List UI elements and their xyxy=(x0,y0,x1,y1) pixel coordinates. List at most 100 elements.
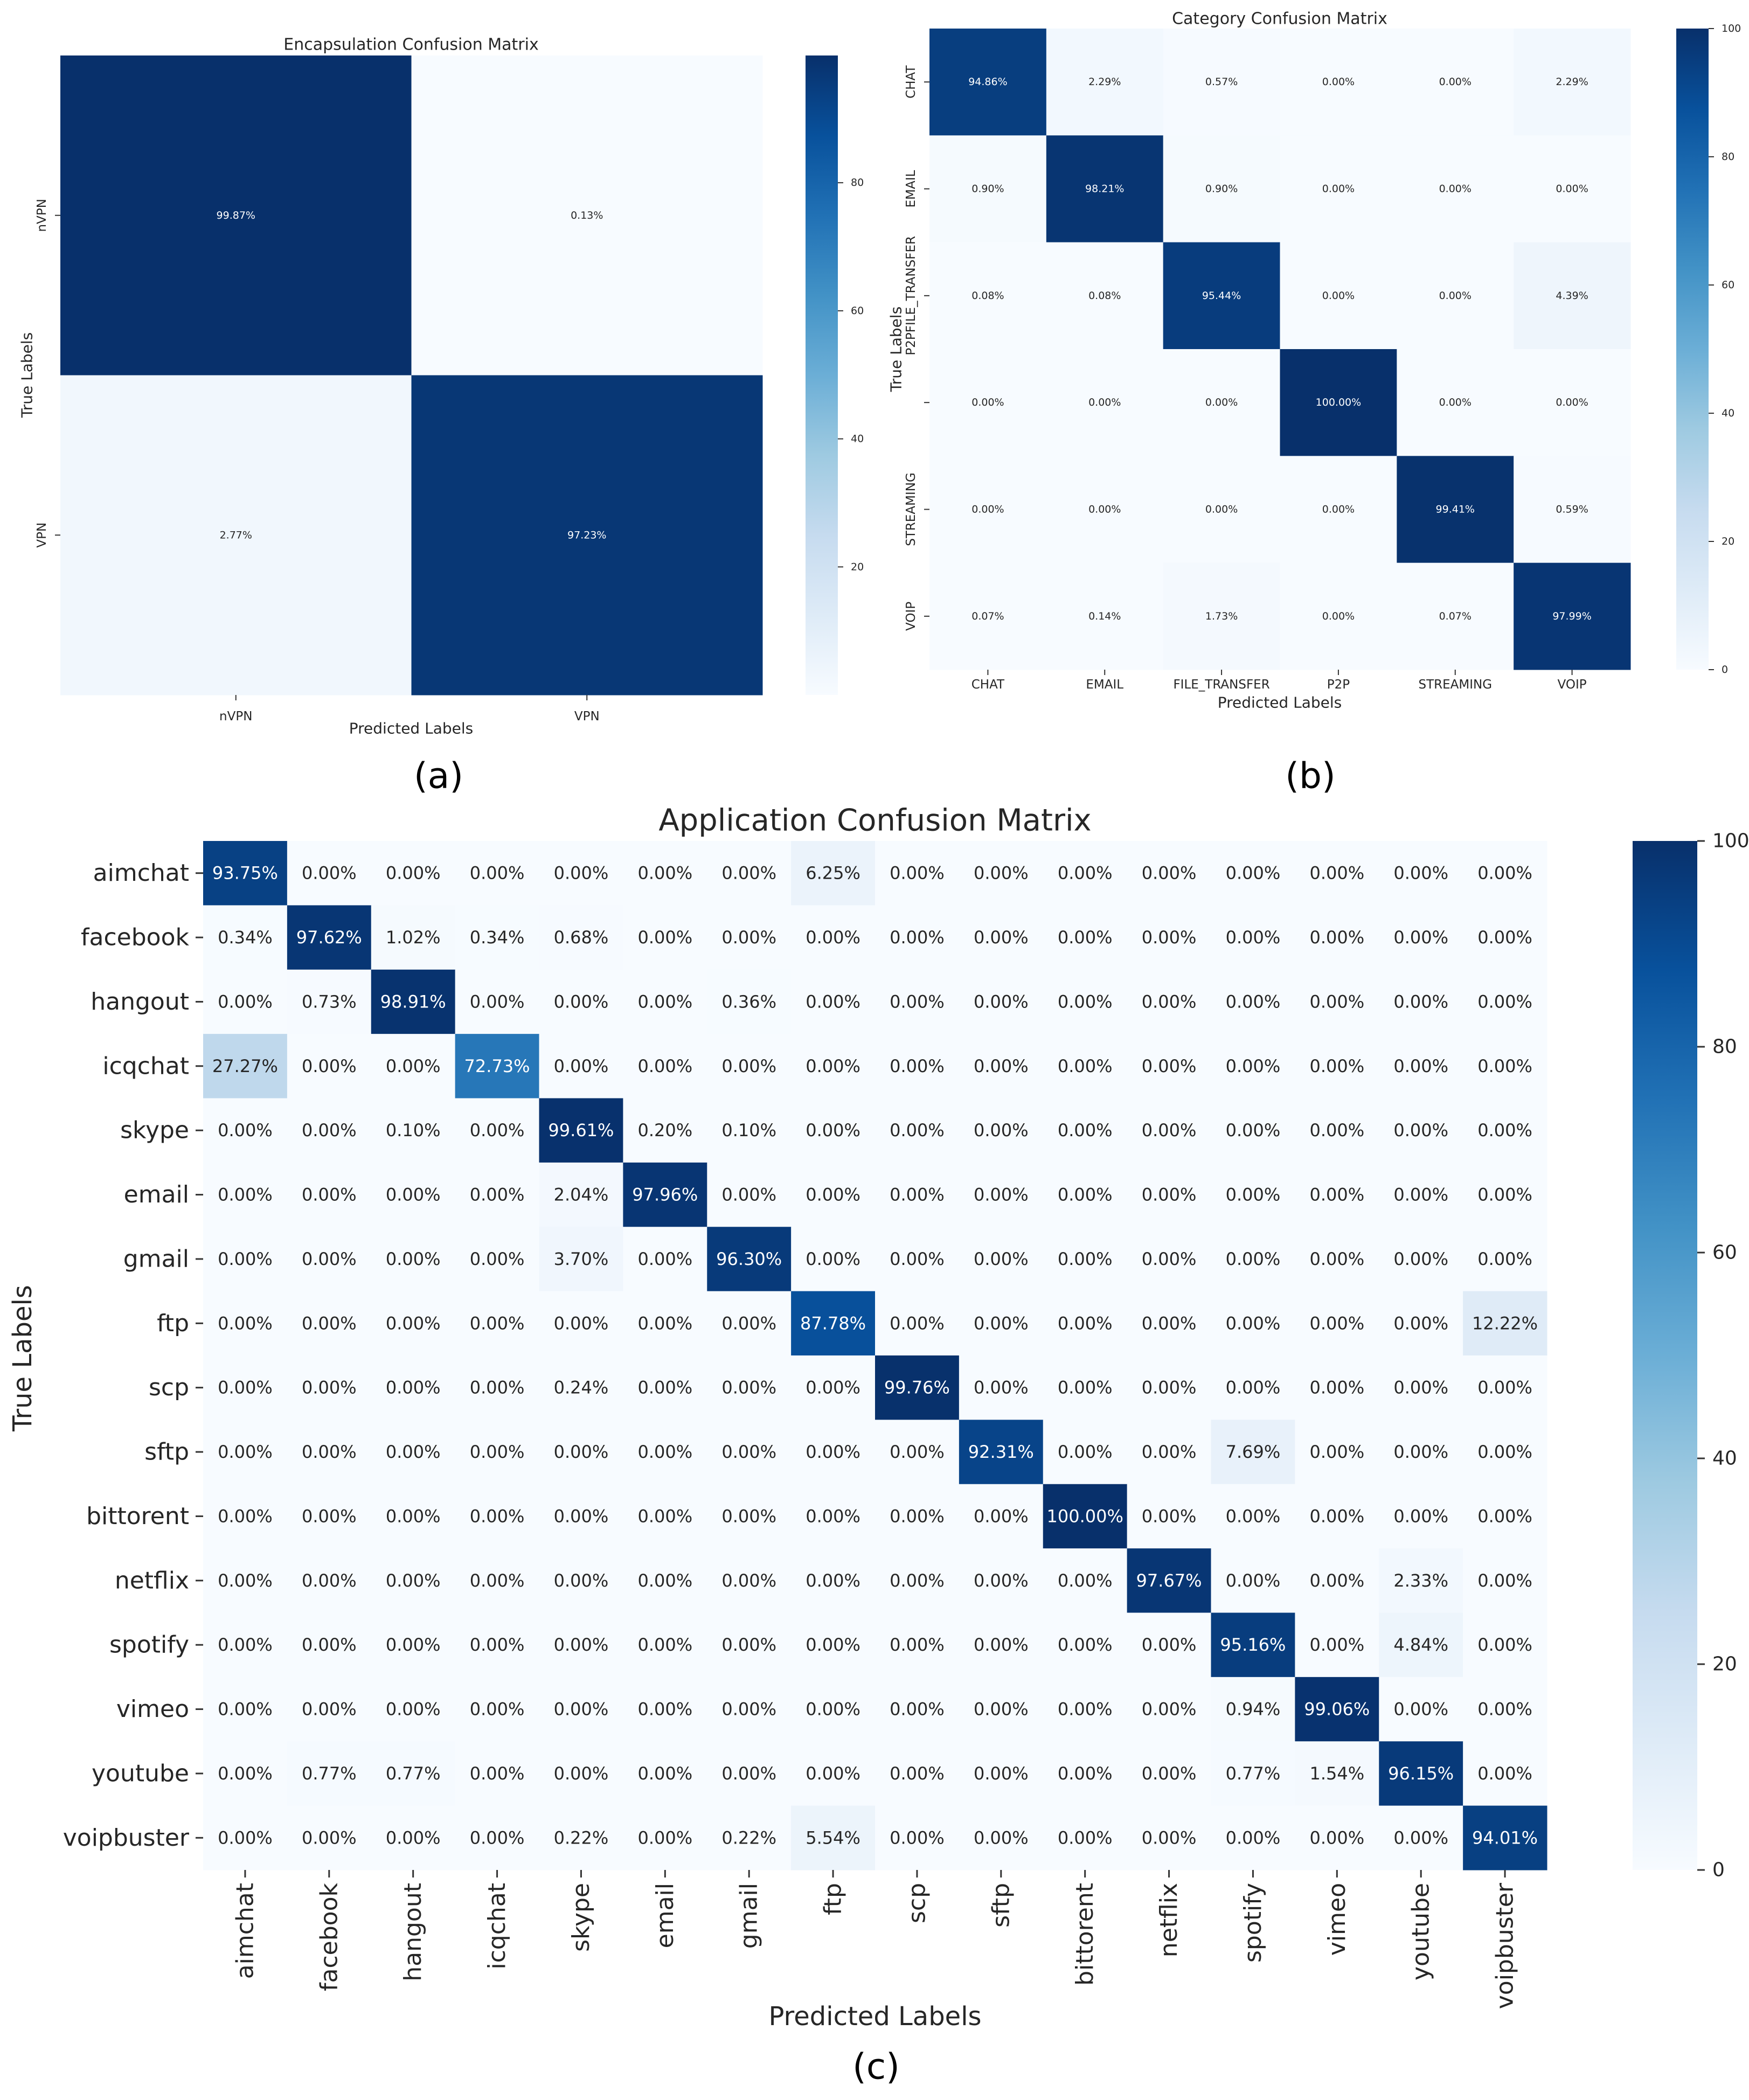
application-value-label-r12-c6: 0.00% xyxy=(721,1635,776,1655)
application-cell-r8-c2 xyxy=(371,1355,456,1420)
application-cell-r11-c0 xyxy=(203,1548,288,1613)
application-value-label-r10-c9: 0.00% xyxy=(974,1506,1029,1526)
application-cell-r0-c4 xyxy=(539,841,623,906)
application-value-label-r1-c11: 0.00% xyxy=(1142,927,1197,948)
application-cell-r2-c4 xyxy=(539,969,623,1034)
category-cell-r5-c5 xyxy=(1514,562,1631,670)
application-cell-r9-c3 xyxy=(455,1420,539,1485)
application-value-label-r7-c10: 0.00% xyxy=(1058,1313,1113,1333)
application-value-label-r5-c13: 0.00% xyxy=(1309,1185,1364,1205)
application-y-tick-label-11: netflix xyxy=(115,1567,189,1594)
application-cell-r4-c12 xyxy=(1211,1098,1295,1163)
application-cell-r11-c14 xyxy=(1379,1548,1463,1613)
category-cell-r0-c2 xyxy=(1163,29,1280,136)
application-cell-r0-c3 xyxy=(455,841,539,906)
application-cell-r5-c15 xyxy=(1463,1162,1547,1227)
application-value-label-r11-c9: 0.00% xyxy=(974,1570,1029,1591)
encapsulation-value-label-r1-c0: 2.77% xyxy=(220,529,252,541)
application-value-label-r7-c14: 0.00% xyxy=(1393,1313,1448,1333)
category-value-label-r1-c5: 0.00% xyxy=(1556,183,1588,195)
category-cell-r3-c0 xyxy=(929,349,1047,456)
application-cell-r12-c8 xyxy=(875,1612,960,1678)
category-cell-r1-c3 xyxy=(1280,135,1397,243)
category-value-label-r5-c2: 1.73% xyxy=(1205,610,1238,622)
application-value-label-r4-c2: 0.10% xyxy=(386,1120,441,1141)
category-cell-r1-c2 xyxy=(1163,135,1280,243)
application-value-label-r5-c9: 0.00% xyxy=(974,1185,1029,1205)
application-cell-r6-c5 xyxy=(623,1227,707,1292)
category-cell-r5-c1 xyxy=(1046,562,1164,670)
category-value-label-r3-c0: 0.00% xyxy=(971,397,1004,408)
application-colorbar-tick-label-0: 0 xyxy=(1712,1859,1725,1881)
application-value-label-r14-c2: 0.77% xyxy=(386,1763,441,1784)
application-cell-r11-c9 xyxy=(959,1548,1044,1613)
category-value-label-r1-c0: 0.90% xyxy=(971,183,1004,195)
application-value-label-r1-c9: 0.00% xyxy=(974,927,1029,948)
application-value-label-r14-c3: 0.00% xyxy=(470,1763,525,1784)
application-value-label-r0-c0: 93.75% xyxy=(212,863,278,884)
application-cell-r12-c12 xyxy=(1211,1612,1295,1678)
application-value-label-r2-c12: 0.00% xyxy=(1226,991,1281,1012)
application-cell-r4-c10 xyxy=(1043,1098,1128,1163)
application-value-label-r10-c13: 0.00% xyxy=(1309,1506,1364,1526)
application-value-label-r8-c8: 99.76% xyxy=(884,1378,950,1398)
application-cell-r13-c6 xyxy=(707,1677,792,1742)
application-value-label-r11-c10: 0.00% xyxy=(1058,1570,1113,1591)
application-cell-r12-c9 xyxy=(959,1612,1044,1678)
application-cell-r1-c5 xyxy=(623,905,707,970)
application-cell-r0-c8 xyxy=(875,841,960,906)
application-y-tick-label-9: sftp xyxy=(144,1438,189,1466)
application-value-label-r10-c14: 0.00% xyxy=(1393,1506,1448,1526)
application-cell-r0-c0 xyxy=(203,841,288,906)
application-value-label-r15-c7: 5.54% xyxy=(806,1827,860,1848)
application-value-label-r4-c11: 0.00% xyxy=(1142,1120,1197,1141)
application-cell-r13-c10 xyxy=(1043,1677,1128,1742)
application-y-tick-label-8: scp xyxy=(149,1374,189,1401)
application-value-label-r0-c1: 0.00% xyxy=(302,863,357,884)
category-cell-r5-c0 xyxy=(929,562,1047,670)
category-x-axis-label: Predicted Labels xyxy=(1218,694,1342,712)
application-value-label-r3-c7: 0.00% xyxy=(806,1056,860,1076)
application-cell-r3-c3 xyxy=(455,1034,539,1098)
category-cell-r2-c3 xyxy=(1280,242,1397,350)
application-x-tick-label-7: ftp xyxy=(820,1883,847,1915)
application-cell-r12-c6 xyxy=(707,1612,792,1678)
application-cell-r7-c15 xyxy=(1463,1291,1547,1356)
application-colorbar-tick-label-2: 40 xyxy=(1712,1448,1737,1470)
encapsulation-value-label-r0-c0: 99.87% xyxy=(217,210,255,221)
application-value-label-r7-c4: 0.00% xyxy=(554,1313,609,1333)
application-cell-r14-c7 xyxy=(791,1741,876,1806)
application-value-label-r2-c6: 0.36% xyxy=(721,991,776,1012)
application-value-label-r2-c11: 0.00% xyxy=(1142,991,1197,1012)
application-cell-r7-c0 xyxy=(203,1291,288,1356)
application-value-label-r7-c8: 0.00% xyxy=(890,1313,945,1333)
application-cell-r10-c1 xyxy=(287,1484,372,1549)
category-y-tick-label-0: CHAT xyxy=(904,65,918,99)
application-value-label-r14-c15: 0.00% xyxy=(1477,1763,1532,1784)
category-value-label-r5-c4: 0.07% xyxy=(1439,610,1472,622)
application-cell-r6-c1 xyxy=(287,1227,372,1292)
application-value-label-r9-c11: 0.00% xyxy=(1142,1442,1197,1462)
encapsulation-colorbar-tick-label-3: 80 xyxy=(851,177,864,189)
application-cell-r14-c15 xyxy=(1463,1741,1547,1806)
encapsulation-value-label-r1-c1: 97.23% xyxy=(567,529,606,541)
category-value-label-r4-c5: 0.59% xyxy=(1556,504,1588,516)
application-cell-r15-c9 xyxy=(959,1805,1044,1870)
application-value-label-r10-c8: 0.00% xyxy=(890,1506,945,1526)
application-value-label-r7-c5: 0.00% xyxy=(637,1313,692,1333)
application-cell-r10-c3 xyxy=(455,1484,539,1549)
application-y-tick-label-2: hangout xyxy=(91,988,189,1016)
application-value-label-r3-c14: 0.00% xyxy=(1393,1056,1448,1076)
application-value-label-r4-c10: 0.00% xyxy=(1058,1120,1113,1141)
application-cell-r15-c5 xyxy=(623,1805,707,1870)
application-value-label-r10-c0: 0.00% xyxy=(218,1506,273,1526)
application-cell-r4-c14 xyxy=(1379,1098,1463,1163)
application-cell-r11-c13 xyxy=(1295,1548,1379,1613)
application-cell-r9-c12 xyxy=(1211,1420,1295,1485)
application-cell-r5-c14 xyxy=(1379,1162,1463,1227)
application-value-label-r9-c1: 0.00% xyxy=(302,1442,357,1462)
application-x-tick-label-15: voipbuster xyxy=(1491,1882,1519,2009)
category-cell-r3-c3 xyxy=(1280,349,1397,456)
category-value-label-r3-c2: 0.00% xyxy=(1205,397,1238,408)
encapsulation-value-label-r0-c1: 0.13% xyxy=(571,210,603,221)
